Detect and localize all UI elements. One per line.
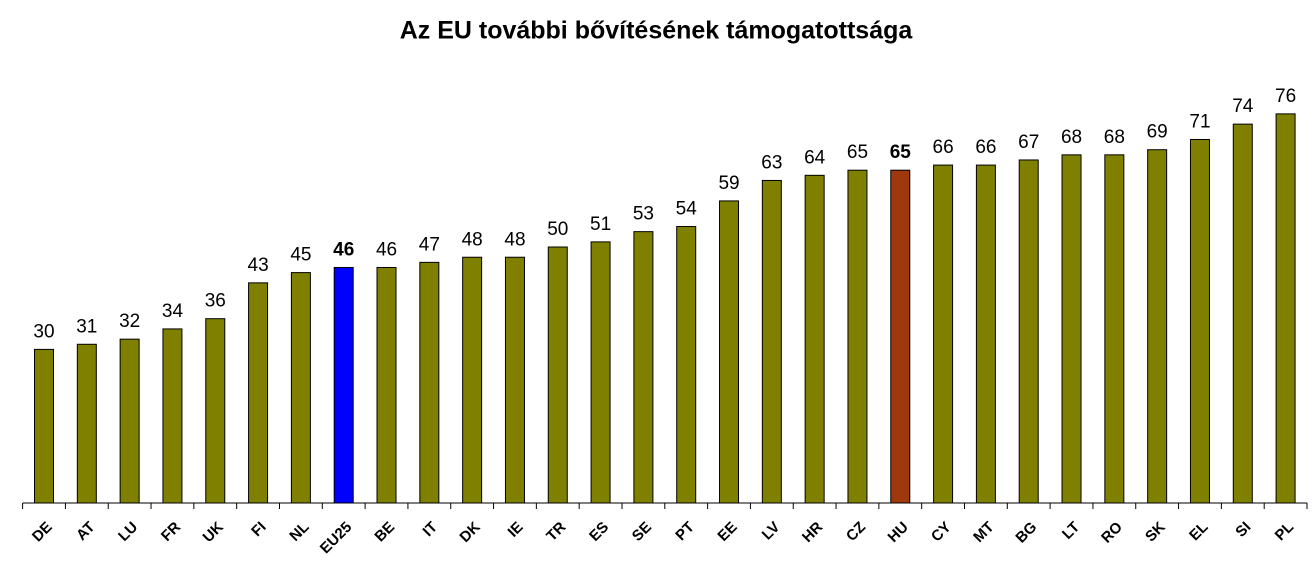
x-tick-label: SK bbox=[1142, 519, 1169, 546]
x-tick-label: SI bbox=[1232, 519, 1254, 541]
x-tick-label: EE bbox=[714, 519, 740, 545]
bar bbox=[504, 256, 525, 504]
value-label: 50 bbox=[547, 219, 568, 240]
value-label: 76 bbox=[1275, 86, 1296, 107]
bar bbox=[547, 246, 568, 504]
value-label: 65 bbox=[890, 142, 912, 163]
bar bbox=[590, 241, 611, 504]
bar bbox=[462, 256, 483, 504]
x-tick-label: SE bbox=[629, 519, 655, 545]
bar bbox=[804, 174, 825, 504]
x-tick-label: ES bbox=[586, 519, 612, 545]
x-tick-label: NL bbox=[286, 519, 312, 545]
x-tick-label: AT bbox=[73, 519, 98, 544]
bar bbox=[1018, 159, 1039, 504]
value-label: 59 bbox=[718, 173, 739, 194]
value-label: 64 bbox=[804, 147, 826, 168]
chart-title: Az EU további bővítésének támogatottsága bbox=[400, 17, 914, 45]
value-label: 63 bbox=[761, 152, 782, 173]
value-label: 48 bbox=[504, 229, 525, 250]
value-label: 54 bbox=[676, 199, 698, 220]
value-label: 66 bbox=[975, 137, 996, 158]
x-tick-label: DE bbox=[29, 519, 56, 546]
x-tick-label: FI bbox=[248, 519, 269, 540]
x-tick-label: DK bbox=[456, 519, 483, 546]
x-tick-label: LU bbox=[115, 519, 141, 545]
value-label: 48 bbox=[462, 229, 483, 250]
x-tick-label: TR bbox=[543, 518, 569, 544]
value-label: 65 bbox=[847, 142, 868, 163]
bar bbox=[719, 200, 740, 504]
x-tick-label: EL bbox=[1186, 519, 1212, 545]
value-label: 68 bbox=[1061, 127, 1082, 148]
bar bbox=[633, 231, 654, 504]
x-tick-label: IE bbox=[505, 519, 527, 541]
bar bbox=[975, 164, 996, 504]
value-label: 51 bbox=[590, 214, 611, 235]
value-label: 74 bbox=[1232, 96, 1254, 117]
x-tick-label: PL bbox=[1272, 519, 1298, 545]
bar bbox=[1061, 154, 1082, 504]
value-label: 30 bbox=[33, 321, 54, 342]
bar bbox=[333, 266, 354, 504]
bar bbox=[890, 169, 911, 504]
bar bbox=[76, 343, 97, 504]
x-tick-label: HR bbox=[799, 519, 826, 546]
x-tick-label: IT bbox=[420, 519, 441, 540]
bar bbox=[761, 179, 782, 504]
x-tick-label: PT bbox=[672, 519, 698, 545]
bar bbox=[248, 282, 269, 504]
bar bbox=[419, 261, 440, 504]
x-tick-label: CY bbox=[928, 519, 955, 546]
value-label: 31 bbox=[76, 316, 97, 337]
value-label: 67 bbox=[1018, 132, 1039, 153]
x-tick-label: FR bbox=[158, 518, 184, 544]
x-tick-label: HU bbox=[885, 519, 912, 546]
bar bbox=[676, 226, 697, 504]
x-tick-label: LV bbox=[759, 519, 784, 544]
value-label: 34 bbox=[162, 301, 184, 322]
value-label: 71 bbox=[1189, 111, 1210, 132]
x-tick-label: CZ bbox=[843, 519, 869, 545]
value-label: 53 bbox=[633, 204, 654, 225]
bar bbox=[34, 348, 55, 504]
bar bbox=[376, 266, 397, 504]
bar bbox=[1275, 113, 1296, 504]
value-label: 45 bbox=[290, 245, 311, 266]
x-tick-label: RO bbox=[1098, 518, 1126, 546]
bar bbox=[1147, 149, 1168, 504]
value-label: 69 bbox=[1147, 122, 1168, 143]
bar bbox=[1189, 138, 1210, 504]
value-label: 46 bbox=[376, 239, 397, 260]
bar bbox=[933, 164, 954, 504]
value-label: 46 bbox=[333, 239, 354, 260]
bar bbox=[162, 328, 183, 504]
value-label: 32 bbox=[119, 311, 140, 332]
x-tick-label: LT bbox=[1059, 519, 1083, 543]
bar bbox=[290, 272, 311, 504]
bar bbox=[1232, 123, 1253, 504]
value-label: 47 bbox=[419, 234, 440, 255]
value-label: 68 bbox=[1104, 127, 1125, 148]
bar bbox=[119, 338, 140, 504]
x-tick-label: BG bbox=[1012, 519, 1040, 547]
x-tick-label: EU25 bbox=[317, 519, 356, 558]
x-tick-label: UK bbox=[200, 519, 227, 546]
bar bbox=[847, 169, 868, 504]
bar bbox=[205, 318, 226, 504]
bar bbox=[1104, 154, 1125, 504]
value-label: 43 bbox=[248, 255, 269, 276]
x-tick-label: BE bbox=[371, 519, 398, 546]
value-label: 36 bbox=[205, 291, 226, 312]
value-label: 66 bbox=[933, 137, 954, 158]
x-tick-label: MT bbox=[970, 519, 997, 546]
